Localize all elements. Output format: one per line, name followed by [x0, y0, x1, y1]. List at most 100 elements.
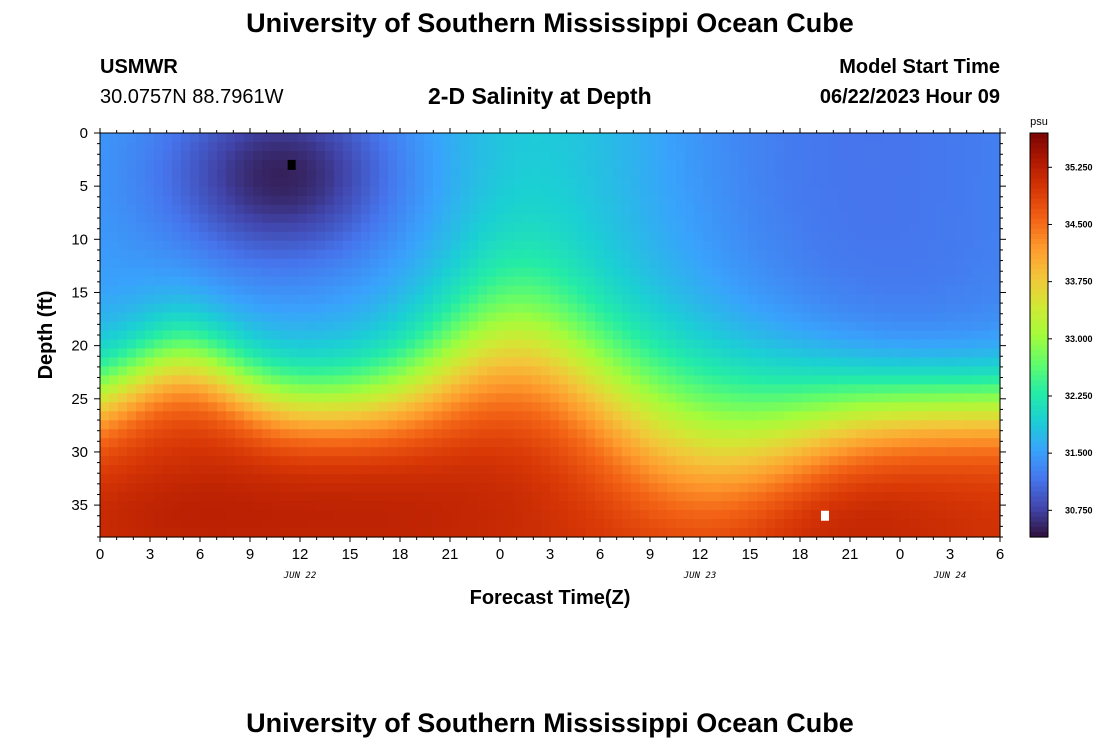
heatmap-cell: [946, 447, 956, 457]
heatmap-cell: [145, 258, 155, 269]
heatmap-cell: [775, 384, 785, 394]
heatmap-cell: [919, 447, 929, 457]
heatmap-cell: [937, 519, 947, 529]
heatmap-cell: [703, 186, 713, 197]
heatmap-cell: [658, 510, 668, 520]
heatmap-cell: [397, 168, 407, 179]
heatmap-cell: [226, 510, 236, 520]
heatmap-cell: [973, 321, 983, 332]
heatmap-cell: [325, 438, 335, 448]
heatmap-cell: [640, 447, 650, 457]
heatmap-cell: [334, 465, 344, 475]
heatmap-cell: [451, 456, 461, 466]
heatmap-cell: [892, 204, 902, 215]
heatmap-cell: [235, 483, 245, 493]
heatmap-cell: [334, 330, 344, 341]
heatmap-cell: [667, 375, 677, 385]
heatmap-cell: [352, 330, 362, 341]
heatmap-cell: [568, 141, 578, 152]
heatmap-cell: [586, 483, 596, 493]
heatmap-cell: [973, 141, 983, 152]
heatmap-cell: [244, 420, 254, 430]
heatmap-cell: [838, 177, 848, 188]
heatmap-cell: [766, 501, 776, 511]
heatmap-cell: [190, 384, 200, 394]
heatmap-cell: [937, 177, 947, 188]
heatmap-cell: [262, 402, 272, 412]
heatmap-cell: [406, 213, 416, 224]
heatmap-cell: [730, 186, 740, 197]
heatmap-cell: [532, 339, 542, 350]
heatmap-cell: [577, 258, 587, 269]
heatmap-cell: [667, 294, 677, 305]
heatmap-cell: [586, 366, 596, 376]
heatmap-cell: [757, 393, 767, 403]
heatmap-cell: [361, 285, 371, 296]
heatmap-cell: [370, 312, 380, 323]
heatmap-cell: [442, 150, 452, 161]
heatmap-cell: [676, 357, 686, 368]
heatmap-cell: [253, 339, 263, 350]
heatmap-cell: [307, 339, 317, 350]
heatmap-cell: [109, 474, 119, 484]
heatmap-cell: [154, 133, 164, 143]
heatmap-cell: [649, 393, 659, 403]
heatmap-cell: [118, 267, 128, 278]
heatmap-cell: [505, 429, 515, 439]
heatmap-cell: [721, 366, 731, 376]
heatmap-cell: [829, 177, 839, 188]
heatmap-cell: [316, 267, 326, 278]
heatmap-cell: [928, 222, 938, 233]
heatmap-cell: [280, 204, 290, 215]
heatmap-cell: [190, 402, 200, 412]
heatmap-cell: [982, 438, 992, 448]
heatmap-cell: [613, 312, 623, 323]
heatmap-cell: [928, 285, 938, 296]
heatmap-cell: [973, 177, 983, 188]
heatmap-cell: [694, 150, 704, 161]
heatmap-cell: [784, 159, 794, 170]
heatmap-cell: [388, 159, 398, 170]
heatmap-cell: [775, 294, 785, 305]
heatmap-cell: [550, 348, 560, 359]
heatmap-cell: [550, 294, 560, 305]
heatmap-cell: [307, 303, 317, 314]
heatmap-cell: [649, 150, 659, 161]
heatmap-cell: [622, 330, 632, 341]
heatmap-cell: [298, 195, 308, 206]
heatmap-cell: [496, 528, 506, 538]
heatmap-cell: [388, 168, 398, 179]
heatmap-cell: [442, 492, 452, 502]
heatmap-cell: [658, 321, 668, 332]
heatmap-cell: [433, 258, 443, 269]
heatmap-cell: [838, 393, 848, 403]
heatmap-cell: [829, 483, 839, 493]
heatmap-cell: [658, 402, 668, 412]
heatmap-cell: [451, 366, 461, 376]
heatmap-cell: [631, 321, 641, 332]
heatmap-cell: [406, 456, 416, 466]
heatmap-cell: [856, 312, 866, 323]
heatmap-cell: [487, 366, 497, 376]
heatmap-cell: [271, 258, 281, 269]
heatmap-cell: [910, 186, 920, 197]
heatmap-cell: [739, 285, 749, 296]
heatmap-cell: [136, 141, 146, 152]
heatmap-cell: [910, 258, 920, 269]
heatmap-cell: [181, 213, 191, 224]
heatmap-cell: [703, 276, 713, 287]
heatmap-cell: [496, 213, 506, 224]
heatmap-cell: [325, 159, 335, 170]
heatmap-cell: [622, 465, 632, 475]
heatmap-cell: [478, 375, 488, 385]
heatmap-cell: [793, 330, 803, 341]
heatmap-cell: [496, 168, 506, 179]
heatmap-cell: [901, 438, 911, 448]
heatmap-cell: [577, 483, 587, 493]
heatmap-cell: [739, 483, 749, 493]
heatmap-cell: [505, 357, 515, 368]
heatmap-cell: [352, 528, 362, 538]
heatmap-cell: [523, 438, 533, 448]
heatmap-cell: [775, 222, 785, 233]
heatmap-cell: [550, 150, 560, 161]
